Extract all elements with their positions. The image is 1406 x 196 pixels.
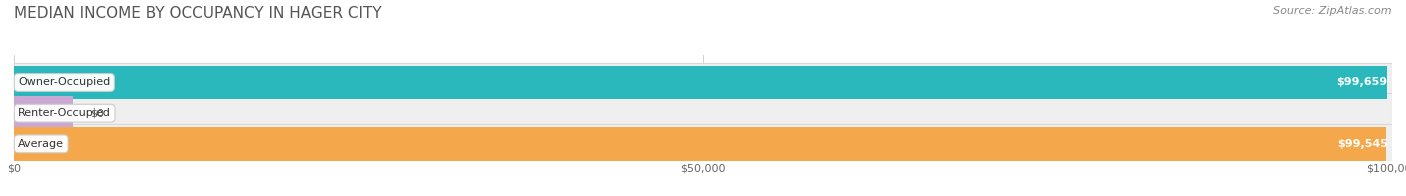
Bar [14, 127, 1386, 161]
Bar [14, 93, 1392, 133]
Bar [14, 96, 73, 130]
Text: Renter-Occupied: Renter-Occupied [18, 108, 111, 118]
Bar [14, 124, 1392, 164]
Text: MEDIAN INCOME BY OCCUPANCY IN HAGER CITY: MEDIAN INCOME BY OCCUPANCY IN HAGER CITY [14, 6, 381, 21]
Bar [14, 66, 1388, 99]
Text: $99,545: $99,545 [1337, 139, 1388, 149]
Text: Source: ZipAtlas.com: Source: ZipAtlas.com [1274, 6, 1392, 16]
Text: Owner-Occupied: Owner-Occupied [18, 77, 111, 87]
Text: Average: Average [18, 139, 65, 149]
Text: $99,659: $99,659 [1337, 77, 1388, 87]
Bar [14, 63, 1392, 103]
Text: $0: $0 [90, 108, 104, 118]
